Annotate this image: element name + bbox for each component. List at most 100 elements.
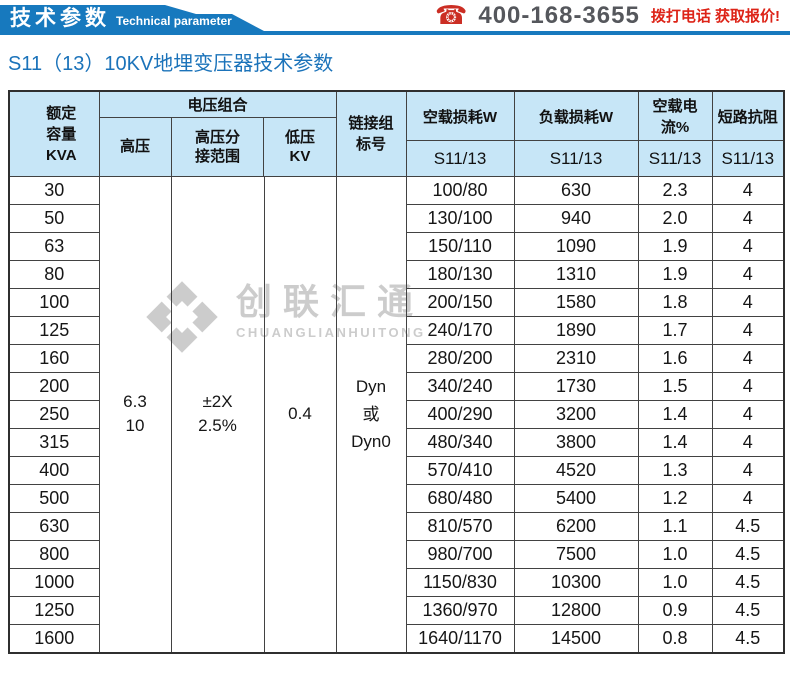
header-voltage-group: 电压组合 高压 高压分 接范围 低压 KV [98,90,337,177]
header-impedance: 短路抗阻 S11/13 [711,90,785,177]
impedance-model: S11/13 [721,148,775,168]
kva-cell: 63 [8,232,100,261]
banner-title: 技术参数 [10,6,110,30]
tap-range-value-cell: ±2X 2.5% [170,176,265,653]
kva-cell: 315 [8,428,100,457]
load-loss-cell: 14500 [513,624,639,653]
header-load-loss: 负载损耗W S11/13 [513,90,639,177]
table-row: 500 680/480 5400 1.2 4 [8,484,785,513]
load-loss-cell: 4520 [513,456,639,485]
header-hv-tap-range: 高压分 接范围 [170,118,265,176]
phone-block: ☎ 400-168-3655 拨打电话 获取报价! [435,0,780,32]
header-voltage-combo-label: 电压组合 [99,92,336,118]
no-load-loss-cell: 240/170 [405,316,515,345]
table-header: 额定 容量 KVA 电压组合 高压 高压分 接范围 低压 KV 链接组 标号 空… [8,90,785,177]
no-load-loss-cell: 150/110 [405,232,515,261]
load-loss-cell: 940 [513,204,639,233]
load-loss-model: S11/13 [549,148,603,168]
load-loss-cell: 12800 [513,596,639,625]
no-load-current-cell: 1.0 [637,540,713,569]
no-load-loss-cell: 680/480 [405,484,515,513]
no-load-current-cell: 1.8 [637,288,713,317]
impedance-cell: 4.5 [711,596,785,625]
no-load-loss-cell: 400/290 [405,400,515,429]
no-load-current-cell: 1.4 [637,400,713,429]
impedance-cell: 4 [711,428,785,457]
impedance-cell: 4 [711,316,785,345]
header-row: 额定 容量 KVA 电压组合 高压 高压分 接范围 低压 KV 链接组 标号 空… [8,90,785,177]
table-row: 400 570/410 4520 1.3 4 [8,456,785,485]
table-row: 630 810/570 6200 1.1 4.5 [8,512,785,541]
kva-cell: 100 [8,288,100,317]
load-loss-cell: 1580 [513,288,639,317]
no-load-loss-cell: 180/130 [405,260,515,289]
no-load-loss-cell: 130/100 [405,204,515,233]
header-high-voltage: 高压 [120,138,151,156]
no-load-loss-cell: 570/410 [405,456,515,485]
impedance-cell: 4.5 [711,540,785,569]
no-load-current-cell: 1.9 [637,260,713,289]
header-no-load-loss: 空载损耗W S11/13 [405,90,515,177]
table-row: 200 340/240 1730 1.5 4 [8,372,785,401]
table-row: 30 6.3 10 ±2X 2.5% 0.4 Dyn 或 Dyn0 100/80 630 2.… [8,176,785,653]
header-no-load-current: 空载电流% S11/13 [637,90,713,177]
no-load-current-cell: 1.1 [637,512,713,541]
impedance-cell: 4.5 [711,512,785,541]
phone-number[interactable]: 400-168-3655 [478,2,640,29]
kva-cell: 160 [8,344,100,373]
phone-icon: ☎ [434,0,468,30]
load-loss-cell: 3200 [513,400,639,429]
impedance-label: 短路抗阻 [712,92,783,141]
impedance-cell: 4 [711,176,785,205]
no-load-current-cell: 0.9 [637,596,713,625]
impedance-cell: 4 [711,288,785,317]
no-load-current-cell: 2.3 [637,176,713,205]
section-banner: 技术参数 Technical parameter [0,5,264,31]
kva-cell: 630 [8,512,100,541]
load-loss-cell: 10300 [513,568,639,597]
impedance-cell: 4 [711,400,785,429]
no-load-loss-cell: 1150/830 [405,568,515,597]
header-capacity: 额定 容量 KVA [8,90,100,177]
header-connection-group: 链接组 标号 [335,90,407,177]
no-load-current-cell: 0.8 [637,624,713,653]
no-load-current-cell: 1.0 [637,568,713,597]
no-load-loss-cell: 980/700 [405,540,515,569]
load-loss-cell: 630 [513,176,639,205]
impedance-cell: 4 [711,372,785,401]
header-divider [0,31,790,35]
no-load-loss-cell: 100/80 [405,176,515,205]
impedance-cell: 4 [711,232,785,261]
load-loss-cell: 3800 [513,428,639,457]
phone-cta[interactable]: 拨打电话 获取报价! [650,7,780,25]
kva-cell: 50 [8,204,100,233]
load-loss-cell: 1730 [513,372,639,401]
no-load-loss-cell: 480/340 [405,428,515,457]
table-row: 1000 1150/830 10300 1.0 4.5 [8,568,785,597]
voltage-subheaders: 高压 高压分 接范围 低压 KV [100,118,336,176]
no-load-current-cell: 1.9 [637,232,713,261]
impedance-cell: 4.5 [711,568,785,597]
kva-cell: 30 [8,176,100,205]
table-row: 1600 1640/1170 14500 0.8 4.5 [8,624,785,653]
table-row: 315 480/340 3800 1.4 4 [8,428,785,457]
kva-cell: 80 [8,260,100,289]
kva-cell: 1600 [8,624,100,653]
no-load-loss-cell: 1640/1170 [405,624,515,653]
load-loss-cell: 1890 [513,316,639,345]
table-row: 800 980/700 7500 1.0 4.5 [8,540,785,569]
table-row: 63 150/110 1090 1.9 4 [8,232,785,261]
no-load-current-cell: 1.7 [637,316,713,345]
table-row: 250 400/290 3200 1.4 4 [8,400,785,429]
kva-cell: 125 [8,316,100,345]
load-loss-cell: 7500 [513,540,639,569]
impedance-cell: 4 [711,344,785,373]
kva-cell: 200 [8,372,100,401]
load-loss-label: 负载损耗W [514,92,638,141]
kva-cell: 500 [8,484,100,513]
lv-value-cell: 0.4 [263,176,337,653]
page-title: S11（13）10KV地埋变压器技术参数 [8,53,334,75]
impedance-cell: 4.5 [711,624,785,653]
spec-table: 额定 容量 KVA 电压组合 高压 高压分 接范围 低压 KV 链接组 标号 空… [8,90,785,654]
no-load-current-cell: 1.2 [637,484,713,513]
